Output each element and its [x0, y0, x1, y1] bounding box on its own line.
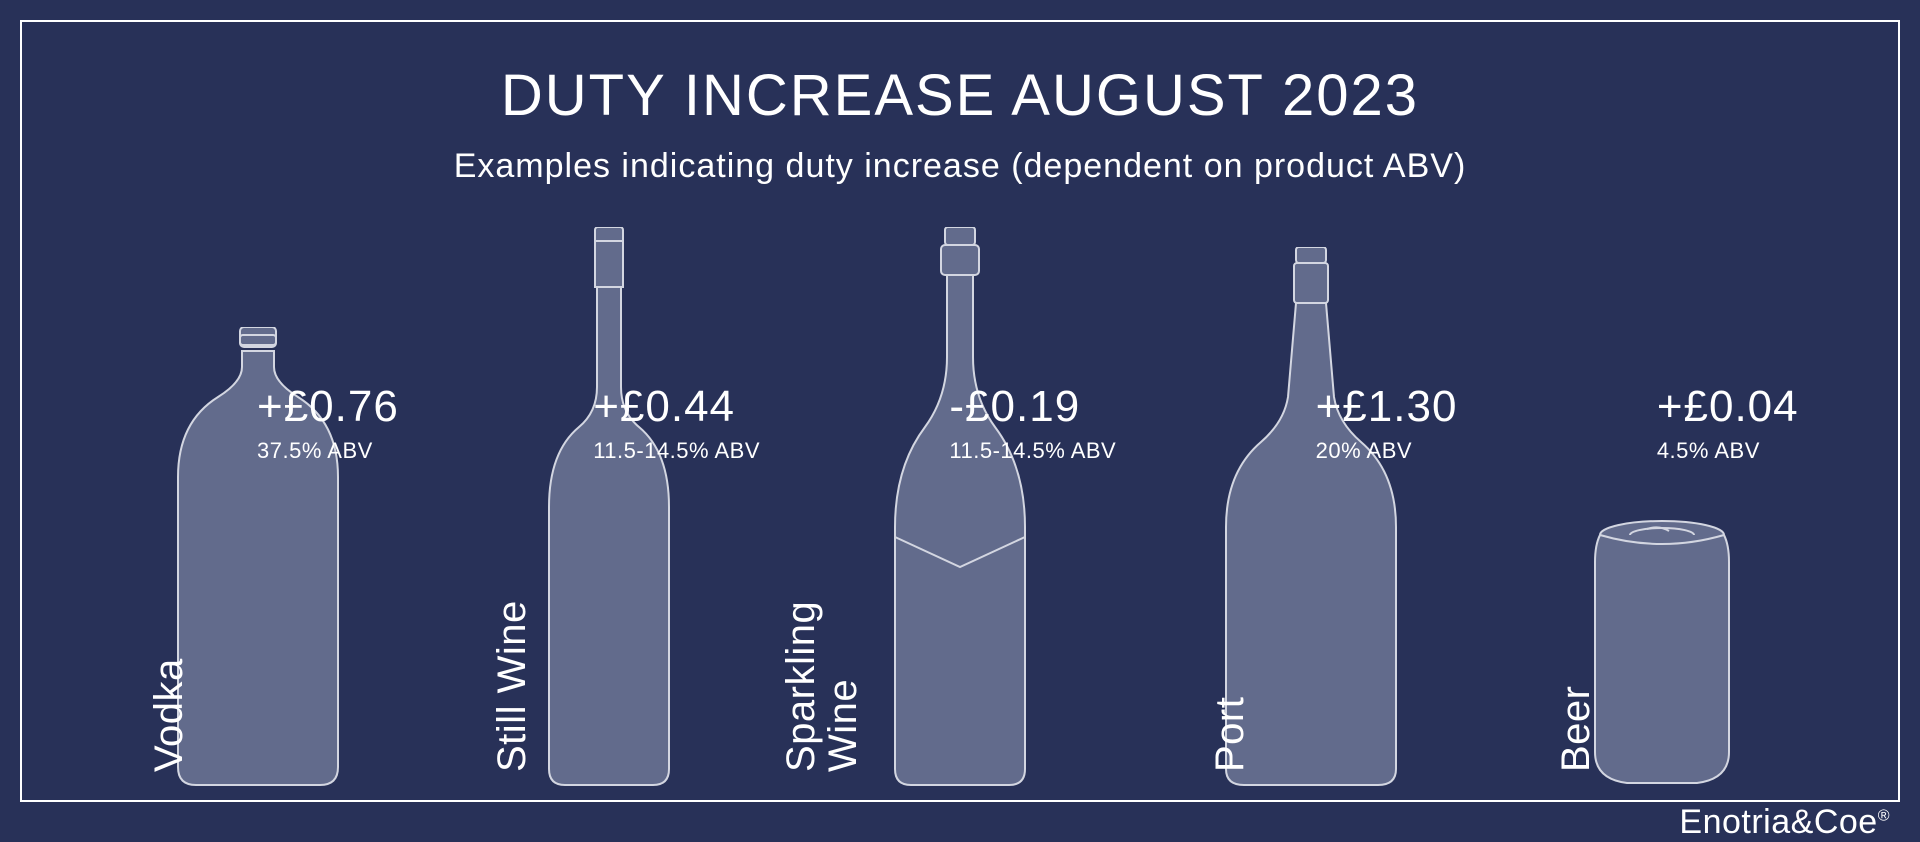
product-label: Still Wine — [491, 600, 533, 772]
brand-logo: Enotria&Coe® — [1679, 803, 1890, 842]
price-change: +£0.44 — [593, 382, 760, 432]
product-label: SparklingWine — [780, 601, 864, 772]
price-change: -£0.19 — [949, 382, 1116, 432]
main-title: DUTY INCREASE AUGUST 2023 — [22, 62, 1898, 129]
sparkling-icon — [885, 227, 1035, 792]
product-label: Port — [1209, 697, 1251, 772]
abv-label: 11.5-14.5% ABV — [593, 438, 760, 464]
stats-block: +£1.30 20% ABV — [1316, 382, 1458, 464]
items-row: +£0.76 37.5% ABV Vodka +£0.44 11.5-14.5% AB… — [82, 232, 1838, 792]
abv-label: 11.5-14.5% ABV — [949, 438, 1116, 464]
brand-ampersand: & — [1791, 803, 1814, 841]
abv-label: 20% ABV — [1316, 438, 1458, 464]
stats-block: +£0.04 4.5% ABV — [1657, 382, 1799, 464]
stats-block: +£0.44 11.5-14.5% ABV — [593, 382, 760, 464]
price-change: +£0.76 — [257, 382, 399, 432]
price-change: +£1.30 — [1316, 382, 1458, 432]
product-label-line: Wine — [821, 679, 865, 772]
stats-block: -£0.19 11.5-14.5% ABV — [949, 382, 1116, 464]
brand-reg: ® — [1878, 808, 1890, 825]
subtitle: Examples indicating duty increase (depen… — [22, 147, 1898, 186]
price-change: +£0.04 — [1657, 382, 1799, 432]
beer-icon — [1587, 517, 1737, 792]
product-label: Vodka — [148, 658, 190, 772]
outer-frame: DUTY INCREASE AUGUST 2023 Examples indic… — [20, 20, 1900, 802]
product-item: +£1.30 20% ABV Port — [1136, 232, 1487, 792]
wine-icon — [539, 227, 679, 792]
abv-label: 37.5% ABV — [257, 438, 399, 464]
product-label: Beer — [1555, 686, 1597, 773]
product-item: +£0.04 4.5% ABV Beer — [1487, 232, 1838, 792]
stats-block: +£0.76 37.5% ABV — [257, 382, 399, 464]
abv-label: 4.5% ABV — [1657, 438, 1799, 464]
product-item: +£0.76 37.5% ABV Vodka — [82, 232, 433, 792]
brand-part2: Coe — [1814, 803, 1878, 841]
product-item: +£0.44 11.5-14.5% ABV Still Wine — [433, 232, 784, 792]
product-label-line: Sparkling — [779, 601, 823, 772]
product-item: -£0.1911.5-14.5% ABVSparklingWine — [784, 232, 1135, 792]
brand-part1: Enotria — [1679, 803, 1790, 841]
